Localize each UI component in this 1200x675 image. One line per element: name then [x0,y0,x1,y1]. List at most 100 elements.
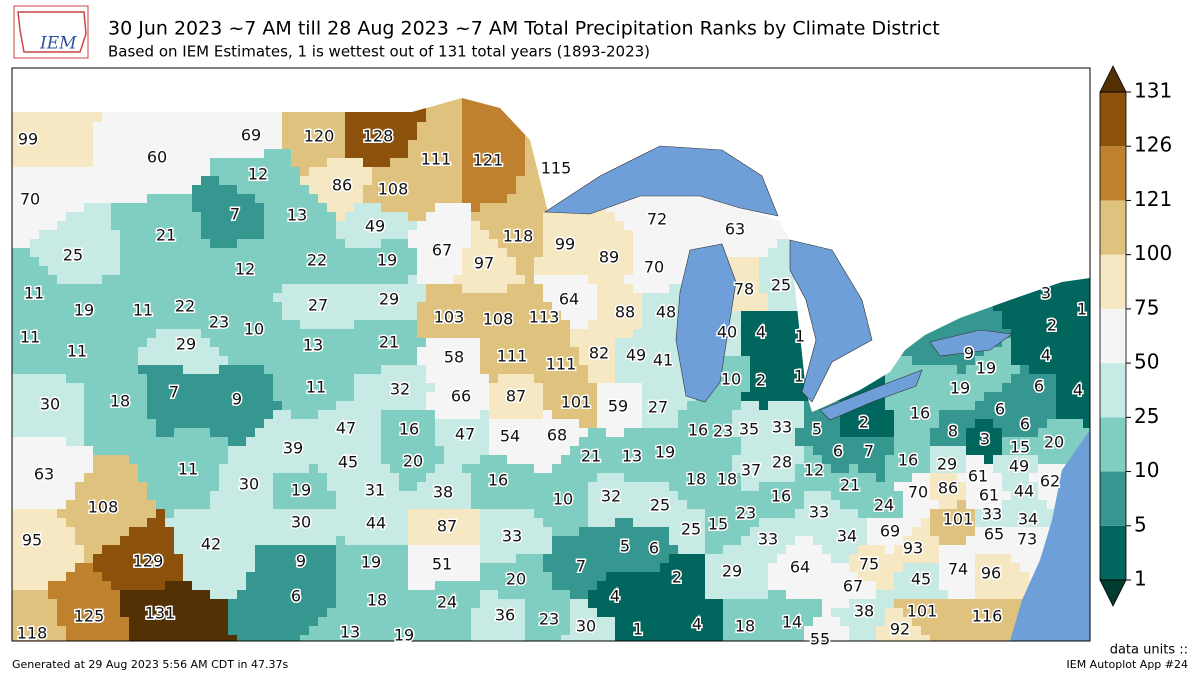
district-cell [480,203,543,212]
district-cell [111,302,165,311]
district-label: 30 [291,513,311,532]
district-cell [795,536,813,545]
district-label: 18 [367,591,387,610]
district-label: 21 [840,476,860,495]
district-cell [597,392,642,401]
district-cell [408,167,462,176]
district-label: 78 [734,280,754,299]
district-cell [93,167,210,176]
district-cell [273,293,354,302]
district-cell [462,257,516,266]
district-label: 121 [473,151,504,170]
district-cell [12,617,57,626]
district-label: 7 [864,442,874,461]
district-cell [1011,491,1038,500]
district-cell [804,410,840,419]
district-cell [561,464,615,473]
district-cell [273,473,327,482]
district-cell [354,248,417,257]
district-cell [66,212,111,221]
district-cell [336,509,408,518]
district-cell [57,608,120,617]
district-label: 38 [854,602,874,621]
district-cell [48,581,111,590]
district-cell [885,545,894,554]
district-cell [597,545,642,554]
district-cell [156,329,201,338]
district-cell [768,464,795,473]
district-cell [408,572,480,581]
district-label: 69 [241,126,261,145]
district-cell [1011,374,1056,383]
district-cell [417,302,471,311]
district-cell [1074,329,1090,338]
district-cell [399,608,417,617]
district-cell [480,581,552,590]
district-cell [651,356,696,365]
district-cell [705,554,750,563]
district-label: 2 [1047,316,1057,335]
district-label: 7 [169,383,179,402]
district-cell [318,455,381,464]
district-cell [1011,500,1038,509]
district-cell [534,437,579,446]
district-label: 11 [24,284,44,303]
district-label: 82 [589,344,609,363]
district-cell [813,536,867,545]
district-label: 36 [495,606,515,625]
district-label: 33 [982,505,1002,524]
district-cell [381,626,435,635]
district-cell [597,536,642,545]
district-label: 55 [810,630,830,649]
district-cell [678,419,714,428]
district-cell [1038,428,1090,437]
district-cell [921,374,975,383]
district-cell [489,428,534,437]
district-cell [1011,338,1056,347]
district-cell [930,428,966,437]
district-cell [354,203,381,212]
district-cell [354,392,363,401]
district-cell [66,500,156,509]
district-cell [21,311,57,320]
district-label: 10 [244,320,264,339]
district-cell [651,437,678,446]
district-cell [795,428,840,437]
district-cell [426,365,480,374]
district-cell [1020,392,1056,401]
district-cell [714,437,741,446]
district-cell [399,473,426,482]
district-label: 29 [722,562,742,581]
district-label: 18 [735,617,755,636]
district-cell [462,284,507,293]
district-cell [138,356,228,365]
district-cell [678,509,705,518]
district-cell [723,635,768,641]
district-label: 86 [938,479,958,498]
district-cell [705,527,741,536]
district-cell [579,527,588,536]
district-cell [525,599,570,608]
district-cell [381,203,435,212]
district-cell [741,392,786,401]
district-cell [12,473,84,482]
district-label: 49 [1009,457,1029,476]
district-cell [741,311,786,320]
district-cell [732,464,768,473]
district-cell [543,230,597,239]
district-cell [912,617,957,626]
colorbar-tick-label: 10 [1134,458,1159,482]
colorbar-tick-label: 75 [1134,295,1159,319]
district-cell [534,356,579,365]
district-label: 13 [303,336,323,355]
district-cell [84,383,147,392]
district-cell [372,464,390,473]
district-label: 20 [1044,433,1064,452]
district-cell [750,527,795,536]
district-cell [210,500,273,509]
district-cell [1056,392,1090,401]
district-cell [966,464,993,473]
district-cell [804,626,849,635]
district-cell [534,275,588,284]
district-label: 101 [943,510,974,529]
